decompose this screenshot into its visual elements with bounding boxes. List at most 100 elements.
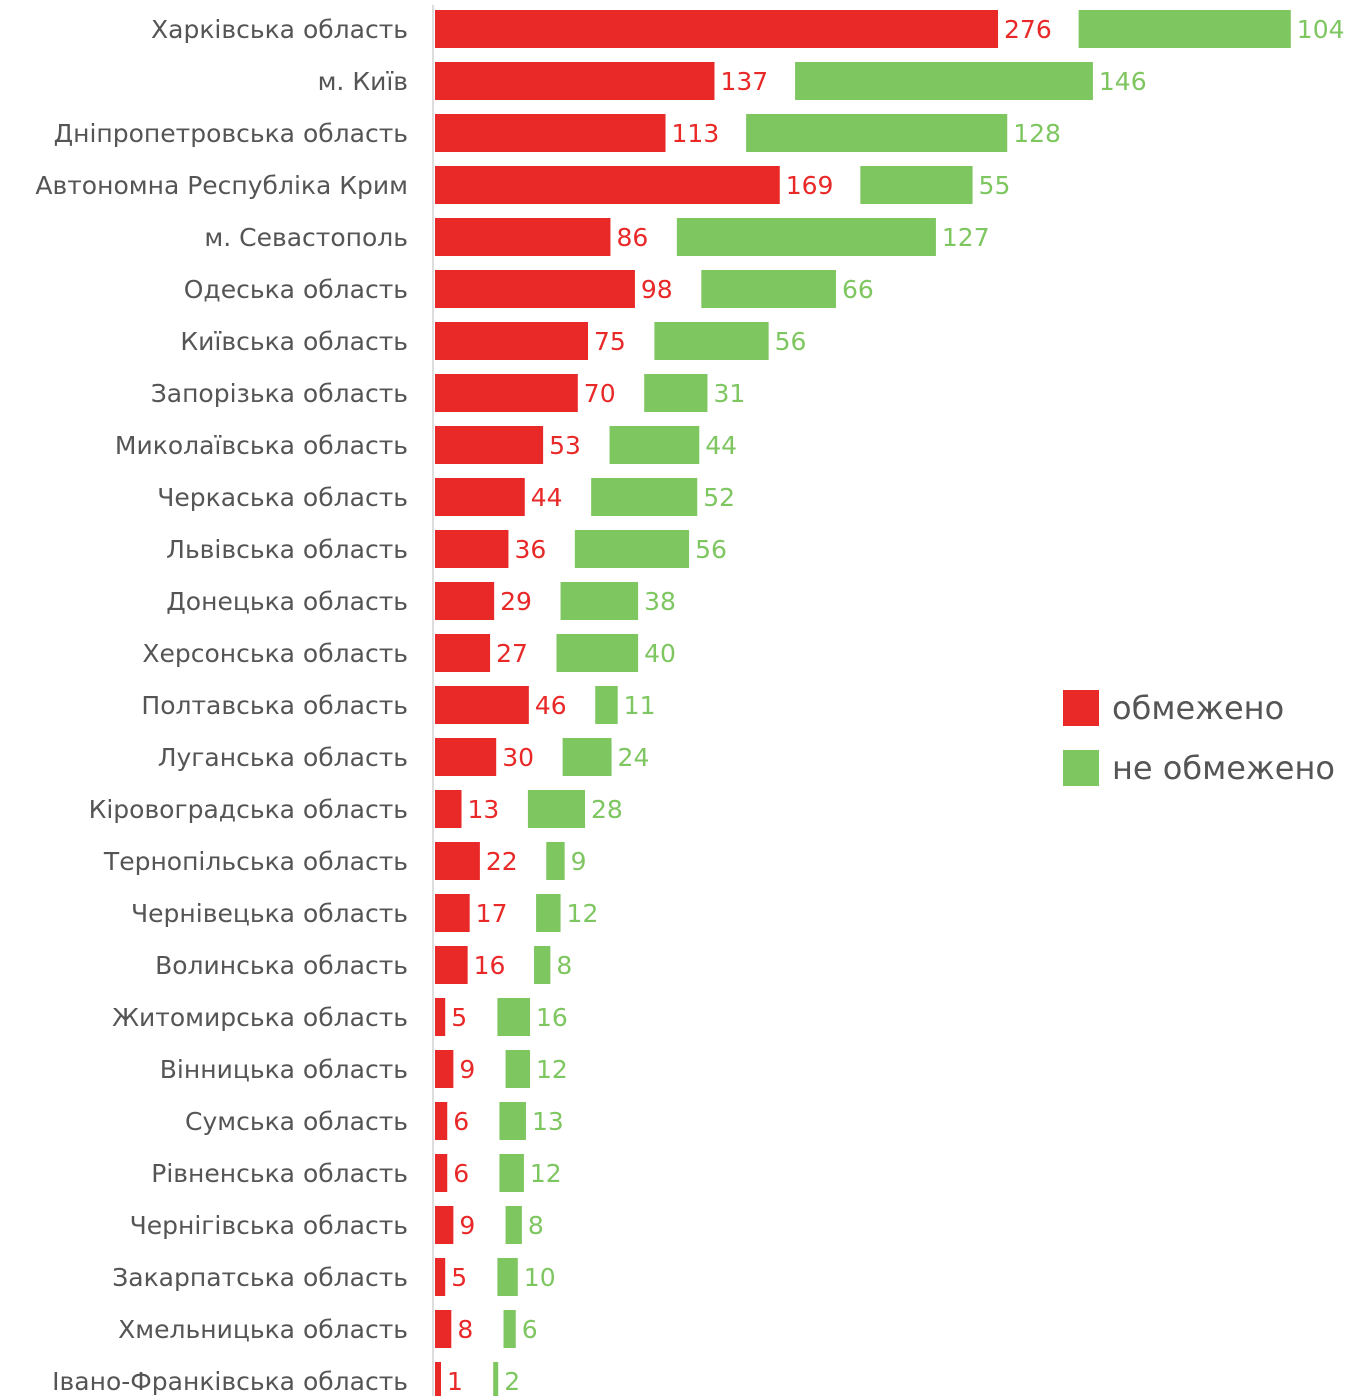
value-label-unrestricted: 31	[713, 379, 745, 408]
bar-restricted	[435, 1310, 452, 1348]
legend: обмежено не обмежено	[1063, 689, 1335, 787]
value-label-restricted: 8	[457, 1315, 473, 1344]
bar-restricted	[435, 1206, 454, 1244]
category-label: Донецька область	[166, 587, 408, 616]
bar-unrestricted	[497, 1258, 518, 1296]
value-label-unrestricted: 8	[556, 951, 572, 980]
value-label-unrestricted: 9	[571, 847, 587, 876]
value-label-unrestricted: 146	[1099, 67, 1147, 96]
legend-label-restricted: обмежено	[1112, 689, 1284, 727]
bar-unrestricted	[609, 426, 700, 464]
bar-unrestricted	[1078, 10, 1291, 48]
bar-unrestricted	[701, 270, 836, 308]
category-label: Рівненська область	[151, 1159, 408, 1188]
value-label-unrestricted: 12	[567, 899, 599, 928]
value-label-unrestricted: 12	[536, 1055, 568, 1084]
bar-unrestricted	[676, 218, 936, 256]
value-label-unrestricted: 128	[1013, 119, 1061, 148]
bar-restricted	[435, 426, 544, 464]
category-label: Дніпропетровська область	[54, 119, 408, 148]
value-label-restricted: 27	[496, 639, 528, 668]
bar-restricted	[435, 10, 999, 48]
bar-restricted	[435, 634, 491, 672]
bar-restricted	[435, 790, 462, 828]
bar-unrestricted	[546, 842, 565, 880]
category-label: Львівська область	[166, 535, 408, 564]
category-label: Сумська область	[185, 1107, 408, 1136]
value-label-restricted: 70	[584, 379, 616, 408]
bar-unrestricted	[860, 166, 973, 204]
category-label: Миколаївська область	[115, 431, 408, 460]
category-label: Вінницька область	[160, 1055, 408, 1084]
bar-restricted	[435, 582, 495, 620]
value-label-restricted: 29	[500, 587, 532, 616]
legend-swatch-unrestricted	[1063, 750, 1099, 786]
value-label-unrestricted: 6	[522, 1315, 538, 1344]
value-label-restricted: 113	[672, 119, 720, 148]
bar-restricted	[435, 218, 611, 256]
category-label: Одеська область	[184, 275, 408, 304]
category-label: м. Севастополь	[204, 223, 408, 252]
bar-restricted	[435, 374, 578, 412]
bar-unrestricted	[527, 790, 586, 828]
value-label-restricted: 5	[451, 1003, 467, 1032]
category-label: Чернівецька область	[131, 899, 408, 928]
value-label-unrestricted: 2	[504, 1367, 520, 1396]
category-label: Хмельницька область	[118, 1315, 408, 1344]
bar-restricted	[435, 1362, 441, 1396]
bar-unrestricted	[556, 634, 639, 672]
bar-restricted	[435, 998, 446, 1036]
category-label: Київська область	[180, 327, 408, 356]
category-label: Закарпатська область	[112, 1263, 408, 1292]
bar-restricted	[435, 842, 480, 880]
value-label-restricted: 6	[453, 1107, 469, 1136]
bar-restricted	[435, 270, 635, 308]
category-label: Харківська область	[151, 15, 408, 44]
category-label: Житомирська область	[112, 1003, 408, 1032]
category-label: м. Київ	[318, 67, 408, 96]
bar-unrestricted	[574, 530, 690, 568]
value-label-restricted: 9	[459, 1211, 475, 1240]
category-label: Волинська область	[155, 951, 408, 980]
bar-unrestricted	[536, 894, 561, 932]
value-label-unrestricted: 10	[524, 1263, 556, 1292]
bar-restricted	[435, 946, 468, 984]
category-label: Автономна Республіка Крим	[35, 171, 408, 200]
value-label-unrestricted: 16	[536, 1003, 568, 1032]
value-label-restricted: 86	[616, 223, 648, 252]
bar-restricted	[435, 62, 715, 100]
bar-restricted	[435, 114, 666, 152]
value-label-restricted: 36	[514, 535, 546, 564]
value-label-unrestricted: 40	[644, 639, 676, 668]
bar-restricted	[435, 1050, 454, 1088]
category-label: Черкаська область	[157, 483, 408, 512]
category-labels: Харківська область м. Київ Дніпропетровськ…	[35, 15, 408, 1396]
bar-restricted	[435, 1258, 446, 1296]
bar-unrestricted	[499, 1102, 526, 1140]
bar-unrestricted	[591, 478, 698, 516]
value-label-unrestricted: 24	[618, 743, 650, 772]
value-label-restricted: 53	[549, 431, 581, 460]
value-label-unrestricted: 52	[703, 483, 735, 512]
bar-restricted	[435, 738, 497, 776]
value-label-unrestricted: 12	[530, 1159, 562, 1188]
value-label-restricted: 9	[459, 1055, 475, 1084]
value-label-unrestricted: 56	[695, 535, 727, 564]
bar-restricted	[435, 686, 529, 724]
value-label-restricted: 5	[451, 1263, 467, 1292]
category-label: Луганська область	[158, 743, 408, 772]
value-label-unrestricted: 56	[775, 327, 807, 356]
bar-unrestricted	[644, 374, 708, 412]
bar-unrestricted	[562, 738, 612, 776]
bars	[435, 10, 1291, 1396]
bar-restricted	[435, 166, 780, 204]
category-label: Івано-Франківська область	[52, 1367, 408, 1396]
value-label-unrestricted: 127	[942, 223, 990, 252]
bar-unrestricted	[503, 1310, 516, 1348]
value-label-unrestricted: 44	[705, 431, 737, 460]
bar-unrestricted	[654, 322, 769, 360]
value-label-restricted: 137	[720, 67, 768, 96]
bar-unrestricted	[795, 62, 1093, 100]
